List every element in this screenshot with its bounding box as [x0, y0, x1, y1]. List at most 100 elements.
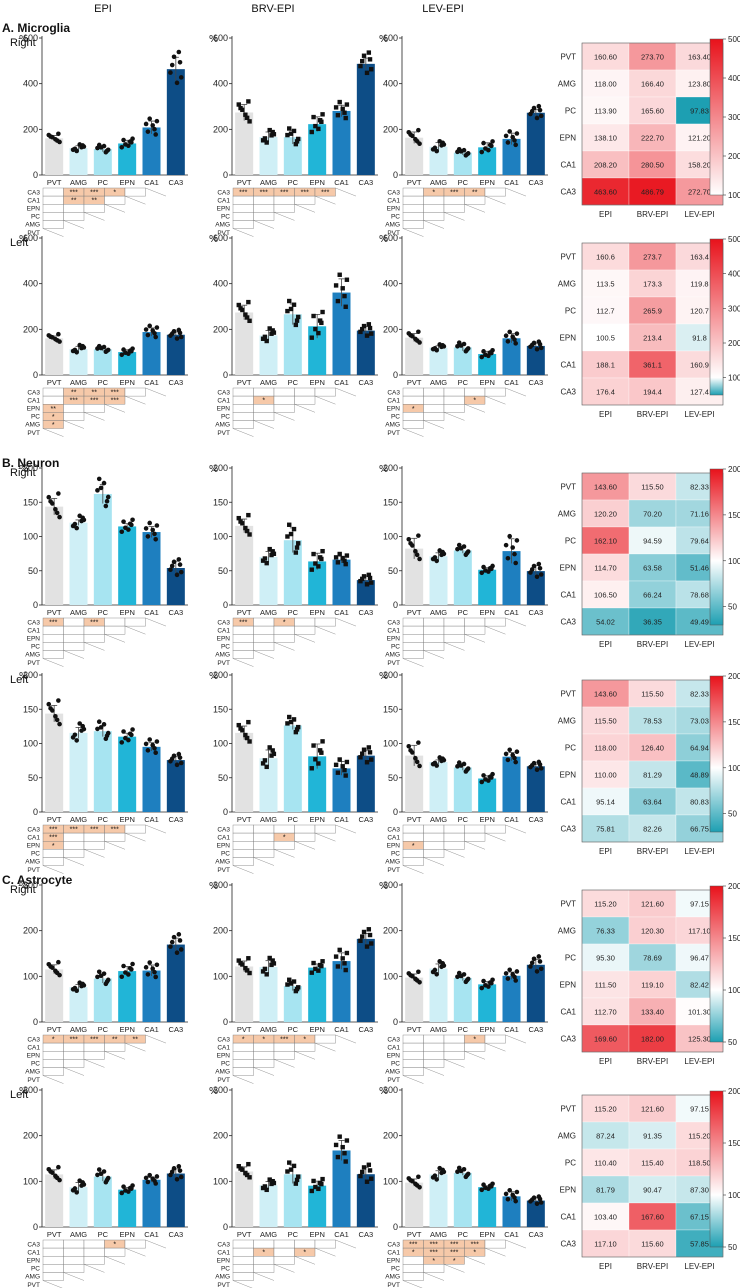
heatmap-row-label: CA1	[560, 361, 576, 370]
bar-pvt	[235, 112, 254, 175]
matrix-row-label: PC	[31, 1061, 40, 1068]
matrix-row-label: CA1	[217, 397, 230, 404]
matrix-row-label: CA1	[217, 627, 230, 634]
heatmap-value: 115.20	[594, 1105, 616, 1114]
data-point	[101, 971, 107, 976]
matrix-cell	[104, 395, 126, 405]
significance-stars: **	[112, 1037, 118, 1044]
significance-stars: *	[303, 1037, 306, 1044]
matrix-diagonal	[443, 642, 465, 651]
bar-pvt	[405, 1182, 424, 1227]
data-point	[333, 105, 339, 110]
heatmap-value: 110.00	[594, 771, 616, 780]
data-point	[121, 729, 126, 734]
data-point	[489, 350, 494, 356]
significance-stars: *	[113, 190, 116, 197]
matrix-row-label: CA3	[27, 826, 40, 833]
y-tick-label: 150	[23, 497, 38, 507]
matrix-cell	[42, 1255, 64, 1265]
x-tick-label: EPN	[309, 608, 324, 617]
heatmap-cell	[628, 350, 677, 379]
data-point	[296, 724, 301, 730]
data-point	[147, 737, 152, 742]
data-point	[369, 580, 374, 585]
data-point	[464, 347, 470, 353]
y-tick-label: 300	[23, 1085, 38, 1095]
data-point	[178, 75, 184, 80]
data-point	[432, 967, 438, 973]
bar-ca1	[142, 127, 161, 175]
matrix-row-label: PC	[221, 214, 230, 221]
data-point	[96, 1167, 102, 1172]
data-point	[176, 49, 182, 55]
data-point	[145, 332, 151, 338]
matrix-row-label: EPN	[387, 636, 401, 643]
data-point	[53, 1173, 58, 1179]
matrix-row-label: PC	[31, 851, 40, 858]
y-tick-label: 0	[33, 170, 38, 180]
matrix-diagonal	[145, 387, 167, 397]
data-point	[335, 770, 341, 775]
data-point	[262, 136, 268, 141]
y-tick-label: 600	[213, 33, 228, 43]
heatmap-value: 121.20	[688, 134, 711, 143]
matrix-row-label: PVT	[27, 230, 40, 237]
matrix-row-label: EPN	[217, 636, 231, 643]
matrix-diagonal	[294, 1051, 316, 1060]
data-point	[417, 141, 422, 147]
heatmap-value: 49.49	[690, 618, 709, 627]
bar-ca1	[332, 292, 351, 375]
matrix-cell	[42, 387, 64, 397]
data-point	[56, 491, 61, 496]
data-point	[154, 523, 160, 528]
heatmap-row-label: CA3	[560, 1035, 576, 1044]
data-point	[342, 558, 347, 563]
data-point	[145, 129, 151, 134]
y-unit-label: %	[209, 881, 218, 892]
matrix-cell	[104, 832, 126, 842]
bar-ca1	[332, 559, 351, 605]
data-point	[174, 572, 180, 578]
y-tick-label: 400	[23, 279, 38, 289]
data-point	[464, 978, 470, 983]
y-tick-label: 200	[383, 463, 398, 473]
data-point	[270, 958, 275, 963]
matrix-diagonal	[335, 387, 357, 397]
data-point	[369, 941, 374, 946]
heatmap-cell	[628, 123, 677, 152]
data-point	[143, 121, 149, 127]
significance-stars: **	[92, 198, 98, 205]
data-point	[309, 970, 314, 975]
significance-stars: *	[473, 398, 476, 405]
matrix-cell	[83, 1239, 105, 1249]
matrix-diagonal	[443, 212, 465, 221]
data-point	[174, 950, 180, 956]
data-point	[461, 341, 467, 347]
data-point	[291, 979, 297, 984]
matrix-diagonal	[505, 187, 527, 197]
data-point	[267, 546, 272, 552]
matrix-diagonal	[253, 857, 275, 866]
matrix-cell	[402, 849, 424, 858]
matrix-row-label: PC	[221, 644, 230, 651]
matrix-cell	[423, 195, 445, 205]
bar-ca3	[526, 112, 545, 175]
matrix-cell	[273, 387, 295, 397]
bar-pc	[283, 1174, 302, 1227]
y-tick-label: 300	[383, 1085, 398, 1095]
section-title: C. Astrocyte	[2, 873, 73, 887]
data-point	[129, 522, 134, 528]
matrix-diagonal	[464, 404, 486, 413]
significance-stars: ***	[111, 827, 119, 834]
data-point	[413, 336, 418, 342]
significance-stars: *	[283, 835, 286, 842]
data-point	[246, 1161, 251, 1167]
matrix-cell	[83, 1042, 105, 1052]
matrix-cell	[402, 634, 424, 643]
matrix-row-label: PC	[391, 851, 400, 858]
y-tick-label: 0	[393, 370, 398, 380]
data-point	[238, 726, 243, 731]
matrix-row-label: CA1	[387, 197, 400, 204]
